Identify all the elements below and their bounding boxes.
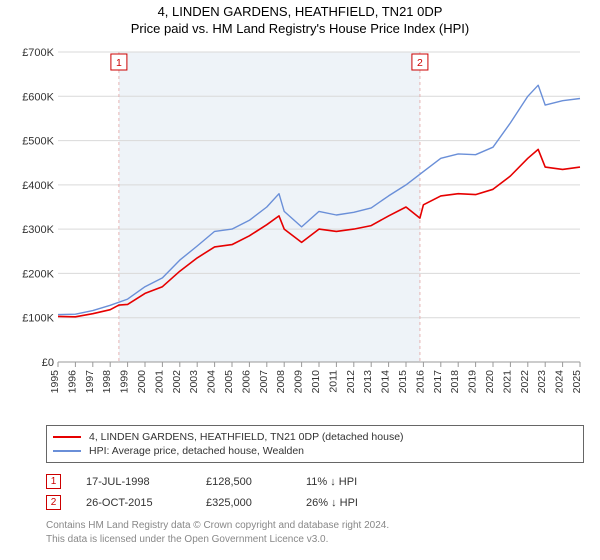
svg-text:£0: £0 (42, 357, 54, 369)
svg-text:£200K: £200K (22, 268, 54, 280)
svg-text:2024: 2024 (554, 370, 566, 394)
sale-date: 26-OCT-2015 (86, 497, 206, 509)
svg-text:2023: 2023 (536, 370, 548, 394)
svg-text:2001: 2001 (153, 370, 165, 394)
svg-text:1999: 1999 (119, 370, 131, 394)
svg-text:2003: 2003 (188, 370, 200, 394)
svg-text:1998: 1998 (101, 370, 113, 394)
chart-area: £0 £100K £200K £300K £400K £500K £600K £700K 199… (12, 44, 588, 419)
svg-text:2: 2 (417, 57, 423, 69)
svg-text:1: 1 (116, 57, 122, 69)
svg-text:2020: 2020 (484, 370, 496, 394)
sale-date: 17-JUL-1998 (86, 476, 206, 488)
svg-text:2022: 2022 (519, 370, 531, 394)
svg-text:1997: 1997 (84, 370, 96, 394)
svg-text:2021: 2021 (501, 370, 513, 394)
svg-text:2019: 2019 (467, 370, 479, 394)
svg-text:2005: 2005 (223, 370, 235, 394)
chart-container: 4, LINDEN GARDENS, HEATHFIELD, TN21 0DP … (0, 0, 600, 560)
marker-badge: 2 (46, 495, 61, 510)
svg-text:£400K: £400K (22, 180, 54, 192)
svg-text:2008: 2008 (275, 370, 287, 394)
chart-title-line2: Price paid vs. HM Land Registry's House … (0, 21, 600, 36)
svg-text:2007: 2007 (258, 370, 270, 394)
svg-text:2010: 2010 (310, 370, 322, 394)
chart-svg: £0 £100K £200K £300K £400K £500K £600K £700K 199… (12, 44, 588, 414)
sales-table: 1 17-JUL-1998 £128,500 11% ↓ HPI 2 26-OC… (46, 471, 584, 513)
sale-price: £128,500 (206, 476, 306, 488)
svg-text:1996: 1996 (66, 370, 78, 394)
title-block: 4, LINDEN GARDENS, HEATHFIELD, TN21 0DP … (0, 0, 600, 36)
legend-swatch (53, 450, 81, 452)
sale-delta: 11% ↓ HPI (306, 476, 446, 488)
sale-delta: 26% ↓ HPI (306, 497, 446, 509)
svg-text:2011: 2011 (327, 370, 339, 393)
footer-line: Contains HM Land Registry data © Crown c… (46, 519, 584, 533)
svg-text:2018: 2018 (449, 370, 461, 394)
sale-price: £325,000 (206, 497, 306, 509)
legend-item: HPI: Average price, detached house, Weal… (53, 444, 577, 458)
legend: 4, LINDEN GARDENS, HEATHFIELD, TN21 0DP … (46, 425, 584, 463)
table-row: 1 17-JUL-1998 £128,500 11% ↓ HPI (46, 471, 584, 492)
svg-text:2004: 2004 (206, 370, 218, 394)
svg-text:£600K: £600K (22, 91, 54, 103)
table-row: 2 26-OCT-2015 £325,000 26% ↓ HPI (46, 492, 584, 513)
svg-text:£500K: £500K (22, 136, 54, 148)
svg-text:2000: 2000 (136, 370, 148, 394)
svg-text:1995: 1995 (49, 370, 61, 394)
svg-text:2025: 2025 (571, 370, 583, 394)
svg-text:2016: 2016 (414, 370, 426, 394)
svg-text:2014: 2014 (380, 370, 392, 394)
footer-attribution: Contains HM Land Registry data © Crown c… (46, 519, 584, 546)
svg-text:2012: 2012 (345, 370, 357, 394)
chart-title-line1: 4, LINDEN GARDENS, HEATHFIELD, TN21 0DP (0, 4, 600, 19)
legend-label: HPI: Average price, detached house, Weal… (89, 445, 304, 457)
svg-text:2015: 2015 (397, 370, 409, 394)
svg-text:2017: 2017 (432, 370, 444, 394)
legend-swatch (53, 436, 81, 438)
footer-line: This data is licensed under the Open Gov… (46, 533, 584, 547)
svg-text:2006: 2006 (240, 370, 252, 394)
legend-label: 4, LINDEN GARDENS, HEATHFIELD, TN21 0DP … (89, 431, 404, 443)
svg-text:£100K: £100K (22, 313, 54, 325)
marker-badge: 1 (46, 474, 61, 489)
svg-text:2009: 2009 (293, 370, 305, 394)
svg-text:2013: 2013 (362, 370, 374, 394)
svg-text:£300K: £300K (22, 224, 54, 236)
svg-text:2002: 2002 (171, 370, 183, 394)
svg-text:£700K: £700K (22, 47, 54, 59)
legend-item: 4, LINDEN GARDENS, HEATHFIELD, TN21 0DP … (53, 430, 577, 444)
